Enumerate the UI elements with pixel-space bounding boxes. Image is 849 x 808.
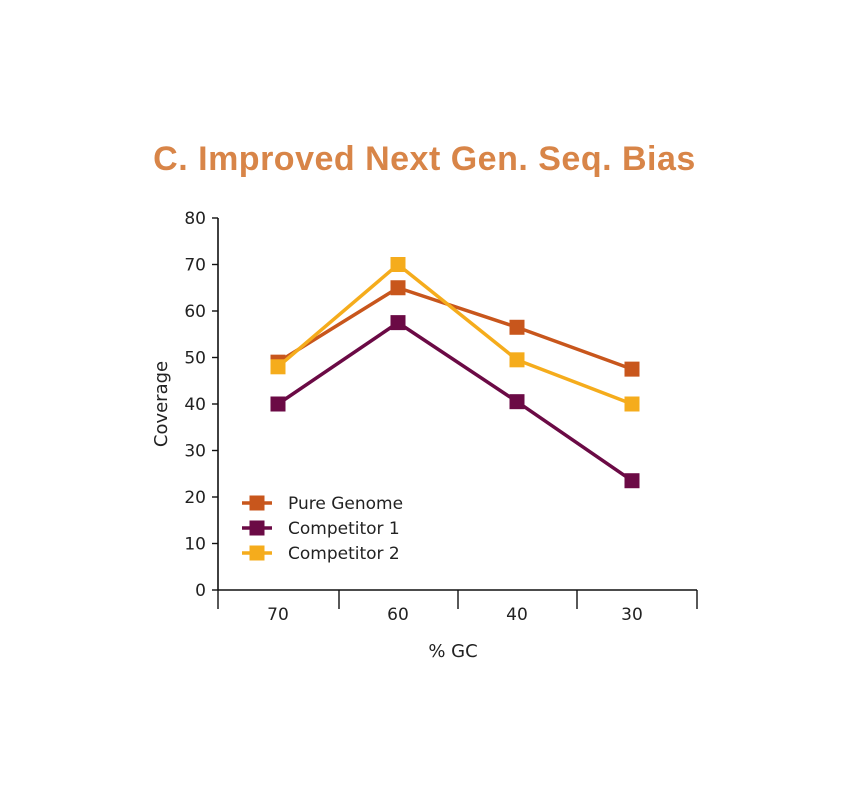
y-tick-label: 80	[184, 209, 206, 229]
legend-label: Competitor 2	[288, 544, 400, 564]
series-line-2	[277, 320, 633, 483]
y-axis-label: Coverage	[151, 361, 172, 447]
y-tick-label: 50	[184, 349, 206, 369]
data-point	[390, 315, 406, 331]
y-tick-label: 30	[184, 442, 206, 462]
y-tick-label: 40	[184, 395, 206, 415]
legend-label: Competitor 1	[288, 519, 400, 539]
legend-marker	[249, 520, 265, 536]
data-point	[390, 280, 406, 296]
legend-marker	[249, 545, 265, 561]
chart-title: C. Improved Next Gen. Seq. Bias	[153, 140, 696, 178]
legend-marker	[249, 495, 265, 511]
legend-label: Pure Genome	[288, 494, 403, 514]
series-lines	[270, 257, 640, 489]
y-tick-label: 60	[184, 302, 206, 322]
data-point	[624, 361, 640, 377]
data-point	[270, 396, 286, 412]
x-tick-label: 40	[506, 605, 528, 625]
data-point	[390, 257, 406, 272]
x-tick-label: 60	[387, 605, 409, 625]
series-line-1	[277, 285, 633, 371]
data-point	[509, 394, 525, 410]
data-point	[624, 473, 640, 489]
axes: 0 10 20 30 40 50 60 70 80 70 60 40 30	[184, 209, 698, 625]
y-tick-label: 20	[184, 488, 206, 508]
x-axis-label: % GC	[428, 641, 477, 662]
series-line-3	[276, 262, 633, 406]
data-point	[509, 352, 525, 368]
x-tick-label: 70	[267, 605, 289, 625]
data-point	[624, 396, 640, 412]
y-tick-label: 70	[184, 256, 206, 276]
data-point	[509, 319, 525, 335]
y-tick-label: 0	[195, 581, 206, 601]
x-tick-label: 30	[621, 605, 643, 625]
legend: Pure Genome Competitor 1 Competitor 2	[242, 494, 403, 564]
data-point	[270, 359, 286, 375]
y-tick-label: 10	[184, 535, 206, 555]
